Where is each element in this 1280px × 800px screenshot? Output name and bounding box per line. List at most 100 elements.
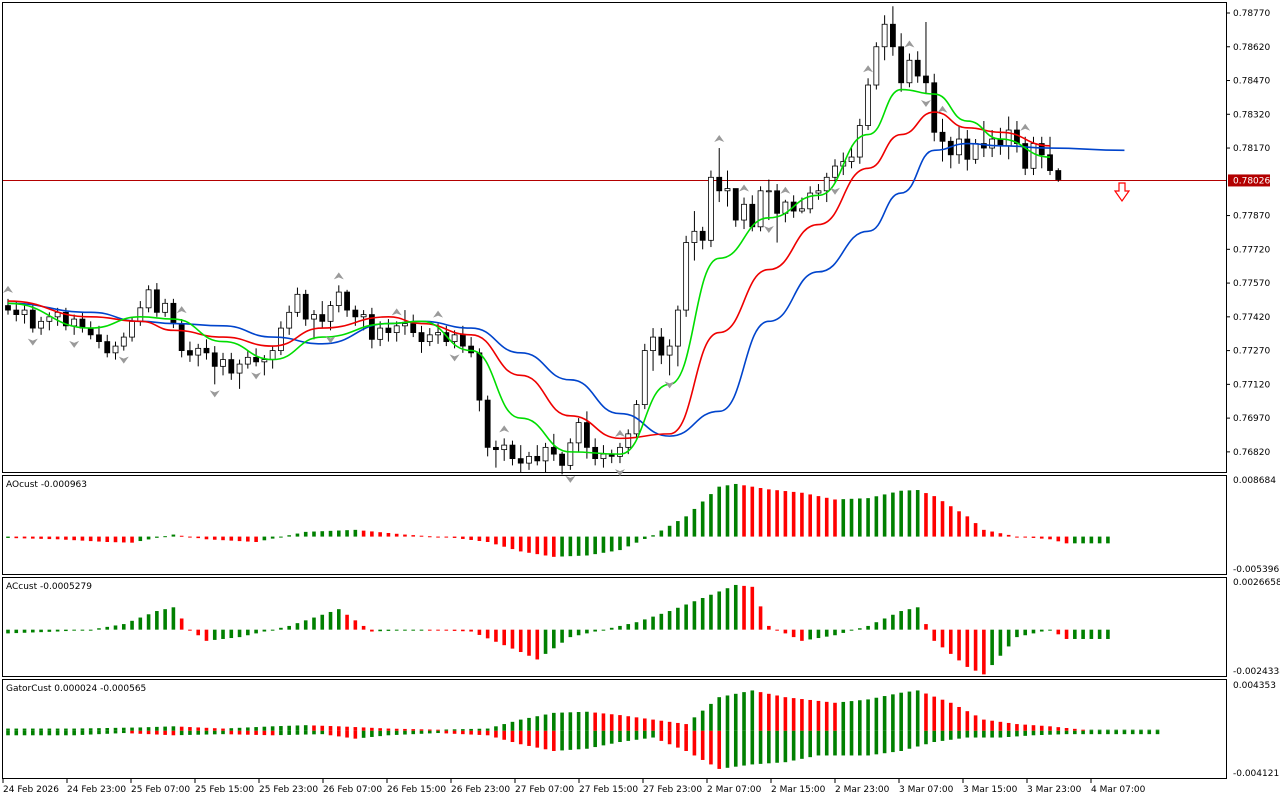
candle-body[interactable]: [459, 334, 466, 347]
candle-body[interactable]: [410, 323, 417, 333]
candle-body[interactable]: [683, 242, 690, 311]
ao-panel-frame[interactable]: [2, 475, 1227, 575]
candle-body[interactable]: [641, 350, 648, 406]
candle-body[interactable]: [137, 307, 144, 322]
candle-body[interactable]: [170, 302, 177, 324]
candle-body[interactable]: [774, 190, 781, 214]
candle-body[interactable]: [393, 325, 400, 333]
candle-body[interactable]: [600, 453, 607, 460]
candle-body[interactable]: [319, 314, 326, 322]
candle-body[interactable]: [178, 323, 185, 351]
candle-body[interactable]: [451, 334, 458, 342]
candle-body[interactable]: [286, 311, 293, 329]
candle-body[interactable]: [493, 446, 499, 451]
candle-body[interactable]: [187, 350, 193, 356]
candle-body[interactable]: [575, 422, 582, 444]
candle-body[interactable]: [534, 455, 541, 462]
candle-body[interactable]: [253, 356, 260, 363]
candle-body[interactable]: [195, 347, 202, 356]
candle-body[interactable]: [617, 446, 623, 457]
candle-body[interactable]: [501, 444, 508, 451]
candle-body[interactable]: [807, 192, 814, 210]
candle-body[interactable]: [956, 138, 962, 156]
candle-body[interactable]: [228, 359, 235, 374]
candle-body[interactable]: [269, 350, 276, 360]
candle-body[interactable]: [38, 320, 44, 329]
candle-body[interactable]: [311, 314, 317, 320]
candle-body[interactable]: [402, 323, 408, 327]
candle-body[interactable]: [220, 359, 226, 367]
candle-body[interactable]: [832, 165, 838, 178]
candle-body[interactable]: [757, 190, 764, 228]
candle-body[interactable]: [650, 336, 656, 351]
candle-body[interactable]: [278, 327, 284, 351]
candle-body[interactable]: [931, 82, 938, 133]
candle-body[interactable]: [435, 332, 441, 336]
candle-body[interactable]: [236, 363, 243, 374]
candle-body[interactable]: [1038, 143, 1045, 156]
candle-body[interactable]: [203, 347, 210, 354]
candle-body[interactable]: [889, 23, 896, 48]
candle-body[interactable]: [509, 444, 516, 460]
candle-body[interactable]: [302, 293, 309, 320]
candle-body[interactable]: [708, 176, 714, 241]
candle-body[interactable]: [261, 359, 268, 363]
candle-body[interactable]: [815, 190, 822, 194]
candle-body[interactable]: [799, 208, 805, 212]
candle-body[interactable]: [87, 327, 94, 336]
candle-body[interactable]: [112, 345, 119, 354]
candle-body[interactable]: [914, 59, 921, 77]
candle-body[interactable]: [476, 352, 483, 401]
candle-body[interactable]: [542, 446, 549, 462]
candle-body[interactable]: [939, 131, 946, 142]
candle-body[interactable]: [550, 446, 557, 455]
candle-body[interactable]: [856, 125, 863, 158]
candle-body[interactable]: [21, 309, 28, 315]
candle-body[interactable]: [1055, 170, 1062, 180]
candle-body[interactable]: [360, 314, 367, 318]
candle-body[interactable]: [625, 433, 632, 448]
candle-body[interactable]: [898, 46, 905, 84]
candle-body[interactable]: [120, 336, 127, 347]
candle-body[interactable]: [724, 188, 731, 192]
candle-body[interactable]: [666, 345, 673, 356]
candle-body[interactable]: [352, 309, 359, 318]
candle-body[interactable]: [211, 352, 218, 367]
candle-body[interactable]: [848, 156, 855, 162]
candle-body[interactable]: [873, 46, 880, 86]
candle-body[interactable]: [153, 289, 160, 313]
candle-body[interactable]: [5, 305, 11, 311]
candle-body[interactable]: [335, 291, 342, 306]
price-plot[interactable]: 0.78026: [3, 6, 1270, 483]
candle-body[interactable]: [294, 293, 301, 313]
candle-body[interactable]: [964, 138, 971, 160]
candle-body[interactable]: [989, 138, 996, 149]
candle-body[interactable]: [923, 75, 929, 84]
candle-body[interactable]: [1022, 143, 1029, 169]
candle-body[interactable]: [691, 230, 698, 243]
candle-body[interactable]: [46, 316, 53, 322]
candle-body[interactable]: [327, 305, 334, 322]
candle-body[interactable]: [145, 289, 152, 309]
candle-body[interactable]: [484, 399, 491, 448]
candle-body[interactable]: [972, 143, 979, 160]
candle-body[interactable]: [385, 327, 392, 333]
candle-body[interactable]: [162, 302, 169, 313]
candle-body[interactable]: [823, 176, 830, 192]
candle-body[interactable]: [658, 336, 665, 356]
candle-body[interactable]: [865, 84, 871, 126]
candle-body[interactable]: [96, 334, 102, 342]
candle-body[interactable]: [559, 453, 565, 466]
gator-panel-frame[interactable]: [2, 679, 1227, 779]
candle-body[interactable]: [13, 309, 20, 315]
candle-body[interactable]: [344, 291, 350, 311]
candle-body[interactable]: [129, 320, 135, 338]
candle-body[interactable]: [584, 422, 590, 448]
candle-body[interactable]: [426, 334, 433, 342]
candle-body[interactable]: [71, 318, 78, 327]
ac-panel-frame[interactable]: [2, 577, 1227, 677]
candle-body[interactable]: [732, 188, 739, 221]
candle-body[interactable]: [716, 176, 723, 192]
candle-body[interactable]: [906, 59, 913, 84]
